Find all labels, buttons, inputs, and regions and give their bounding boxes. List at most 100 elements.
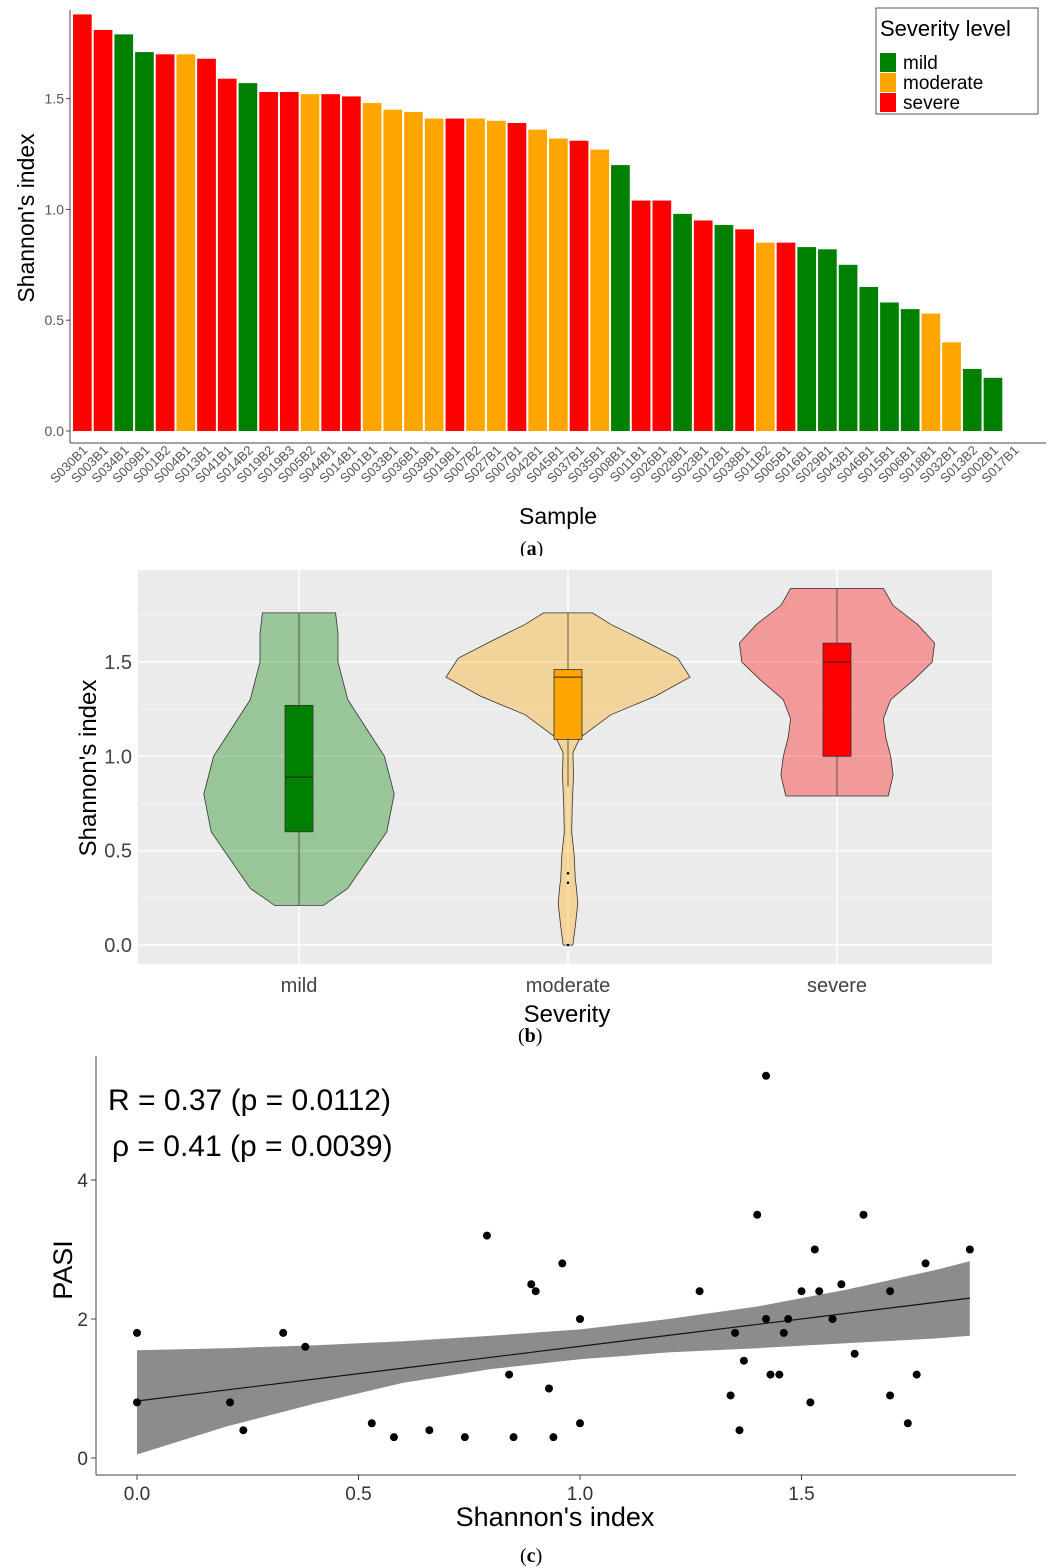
data-point [735, 1426, 744, 1435]
bar [549, 138, 568, 431]
data-point [806, 1398, 815, 1407]
bar [528, 129, 547, 431]
bar [259, 91, 278, 432]
legend-label-moderate: moderate [903, 73, 983, 94]
data-point [367, 1419, 376, 1428]
bar [962, 368, 982, 431]
bar [93, 29, 113, 431]
bar [797, 247, 817, 431]
correlation-annotation-pearson: R = 0.37 (p = 0.0112) [108, 1084, 391, 1117]
panel-b-caption: (b) [518, 1025, 542, 1047]
bar-y-tick-labels: 0.0 0.5 1.0 1.5 [45, 91, 65, 439]
bar [735, 229, 754, 431]
bar [631, 200, 651, 431]
bar [776, 242, 796, 431]
legend-box [875, 7, 1039, 115]
bar [197, 58, 216, 431]
confidence-band-area [137, 1261, 970, 1455]
y-tick-label: 1.0 [104, 746, 132, 768]
boxplot-moderate [553, 669, 583, 740]
y-tick-label: 1.0 [45, 201, 65, 217]
scatter-points [133, 1071, 974, 1442]
violin-x-axis-label: Severity [524, 1001, 611, 1028]
legend-swatch-severe [880, 93, 896, 112]
legend-title: Severity level [880, 16, 1011, 41]
scatter-x-axis-label: Shannon's index [456, 1502, 655, 1532]
bar [590, 149, 610, 432]
confidence-band [137, 1261, 970, 1455]
outlier-point [566, 872, 570, 875]
boxplot-mild [284, 704, 314, 833]
data-point [965, 1245, 974, 1254]
data-point [482, 1231, 491, 1240]
scatter-axes [91, 1056, 1016, 1480]
data-point [766, 1370, 775, 1379]
bar [673, 213, 692, 431]
data-point [226, 1398, 235, 1407]
x-tick-label: 0.0 [124, 1484, 150, 1505]
data-point [903, 1419, 912, 1428]
data-point [133, 1398, 141, 1407]
bar [900, 309, 920, 431]
y-tick-label: 1.5 [104, 652, 132, 674]
bar [404, 111, 423, 431]
y-tick-label: 1.5 [45, 91, 65, 107]
data-point [815, 1287, 824, 1296]
data-point [912, 1370, 921, 1379]
bar [838, 264, 858, 431]
panel-c-caption: (c) [520, 1545, 542, 1567]
bar [652, 200, 672, 431]
panel-a-caption: (a) [520, 538, 543, 556]
bar [300, 94, 320, 431]
bar [424, 118, 444, 432]
data-point [576, 1419, 584, 1428]
bar [486, 120, 506, 431]
data-point [762, 1071, 771, 1080]
bar [755, 242, 775, 431]
x-tick-label: mild [281, 975, 318, 997]
x-tick-label: 1.0 [567, 1484, 593, 1505]
bar [155, 54, 175, 431]
data-point [531, 1287, 540, 1296]
bar [73, 14, 92, 431]
outlier-point [566, 881, 570, 885]
scatter-y-tick-labels: 0 2 4 [77, 1171, 88, 1470]
data-point [549, 1433, 558, 1442]
data-point [779, 1328, 788, 1337]
data-point [544, 1384, 553, 1393]
bar [693, 220, 713, 431]
bar [342, 96, 361, 432]
y-tick-label: 4 [77, 1171, 88, 1192]
y-tick-label: 2 [77, 1310, 88, 1331]
violin-y-axis-label: Shannon's index [75, 680, 102, 857]
bar [507, 123, 527, 432]
data-point [301, 1342, 310, 1351]
bar [135, 52, 154, 431]
bar [859, 286, 879, 431]
bar-chart-panel: S030B1S003B1S034B1S009B1S001B2S004B1S013… [13, 7, 1046, 556]
bar-x-tick-labels: S030B1S003B1S034B1S009B1S001B2S004B1S013… [47, 443, 1022, 486]
outlier-point [566, 943, 570, 947]
data-point [576, 1315, 584, 1323]
data-point [739, 1356, 748, 1365]
bar [611, 165, 630, 431]
bar-x-axis-label: Sample [519, 503, 597, 529]
bar [383, 109, 403, 432]
bar [921, 313, 941, 431]
x-tick-label: moderate [526, 975, 611, 997]
data-point [837, 1280, 846, 1289]
data-point [886, 1391, 895, 1400]
bar-series [73, 14, 1003, 432]
bar [714, 224, 734, 431]
data-point [133, 1328, 141, 1337]
violin-series [203, 588, 936, 947]
data-point [762, 1315, 771, 1323]
bar [238, 83, 258, 431]
data-point [784, 1315, 793, 1323]
legend-label-mild: mild [903, 53, 938, 74]
correlation-annotation-spearman: ρ = 0.41 (p = 0.0039) [112, 1130, 393, 1163]
data-point [558, 1259, 567, 1268]
boxplot-severe [822, 642, 852, 757]
data-point [775, 1370, 784, 1379]
